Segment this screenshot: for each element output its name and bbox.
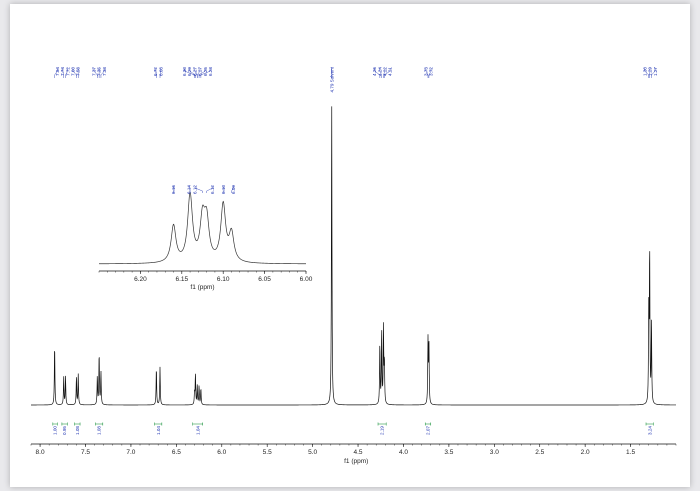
main-spectrum-line xyxy=(31,106,676,406)
peak-label: 6.30 xyxy=(182,67,187,76)
inset-peak-labels: 6.16 6.14 6.12 6.12 6.10 6.09 xyxy=(171,185,236,194)
inset-tick-label-3: 6.05 xyxy=(258,276,271,283)
peak-label: 7.58 xyxy=(76,67,81,76)
peak-label: 4.26 xyxy=(372,67,377,76)
peak-label: 6.68 xyxy=(158,67,163,76)
main-tick-label-7: 4.5 xyxy=(354,449,363,456)
main-peak-labels: 7.84 7.74 7.72 7.60 7.58 7.37 7.35 7.33 6.72 6.68… xyxy=(54,66,658,93)
inset-peak-label: 6.12 xyxy=(210,185,215,194)
peak-label: 1.29 xyxy=(648,67,653,76)
integral-value-1: 0.95 xyxy=(62,426,67,435)
inset-spectrum-line xyxy=(99,191,306,265)
integral-value-0: 1.00 xyxy=(53,426,58,435)
integral-value-6: 2.19 xyxy=(380,426,385,435)
inset-peak-label: 6.10 xyxy=(221,185,226,194)
main-tick-label-5: 5.5 xyxy=(263,449,272,456)
main-x-axis: 8.0 7.5 7.0 6.5 6.0 5.5 5.0 4.5 4.0 3.5 3.0 2.5 2.0 1… xyxy=(30,443,677,465)
peak-label-connector xyxy=(62,68,64,78)
peak-label: 6.27 xyxy=(198,67,203,76)
integral-value-8: 3.24 xyxy=(647,426,652,435)
main-tick-label-13: 1.5 xyxy=(626,449,635,456)
peak-label-connector xyxy=(159,68,161,78)
peak-label: 6.27 xyxy=(192,67,197,76)
peak-label: 3.73 xyxy=(423,67,428,76)
peak-label: 7.35 xyxy=(97,67,102,76)
peak-label: 7.60 xyxy=(71,67,76,76)
peak-label-connector xyxy=(100,68,105,78)
main-integrals: 1.00 0.95 1.08 1.08 1.04 1.04 2.19 2.07 3.24 xyxy=(52,422,654,435)
peak-label: 4.24 xyxy=(377,67,382,76)
inset-tick-label-1: 6.15 xyxy=(175,276,188,283)
inset-peak-label: 6.16 xyxy=(171,185,176,194)
main-tick-label-12: 2.0 xyxy=(581,449,590,456)
inset-peak-label-connector xyxy=(231,186,234,193)
inset-tick-label-0: 6.20 xyxy=(134,276,147,283)
integral-value-2: 1.08 xyxy=(75,426,80,435)
main-axis-title: f1 (ppm) xyxy=(344,458,368,465)
inset-tick-label-2: 6.10 xyxy=(217,276,230,283)
peak-label: 6.29 xyxy=(187,67,192,76)
inset-tick-label-4: 6.00 xyxy=(300,276,313,283)
inset-axis-title: f1 (ppm) xyxy=(190,284,214,291)
peak-label: 6.23 xyxy=(208,67,213,76)
main-tick-label-9: 3.5 xyxy=(444,449,453,456)
peak-label-connector xyxy=(374,68,381,78)
peak-label: 7.84 xyxy=(55,67,60,76)
peak-label-connector xyxy=(198,68,206,78)
peak-label-connector xyxy=(651,68,656,78)
peak-label: 7.72 xyxy=(65,67,70,76)
peak-label: 6.25 xyxy=(203,67,208,76)
peak-label-connector xyxy=(184,68,195,78)
peak-label-connector xyxy=(189,68,196,78)
peak-label: 6.72 xyxy=(153,67,158,76)
spectrum-page: 8.0 7.5 7.0 6.5 6.0 5.5 5.0 4.5 4.0 3.5 3.0 2.5 2.0 1… xyxy=(10,4,690,487)
main-spectrum-trace xyxy=(31,106,676,406)
main-tick-label-8: 4.0 xyxy=(399,449,408,456)
inset-peak-label-connector xyxy=(194,186,203,193)
inset-peak-label: 6.12 xyxy=(193,185,198,194)
integral-value-4: 1.04 xyxy=(156,426,161,435)
main-tick-label-3: 6.5 xyxy=(172,449,181,456)
inset-spectrum-trace xyxy=(99,191,306,265)
peak-label-connector xyxy=(72,68,77,78)
inset-x-axis: 6.20 6.15 6.10 6.05 6.00 f1 (ppm) xyxy=(98,270,313,291)
main-tick-label-4: 6.0 xyxy=(217,449,226,456)
peak-label: 1.30 xyxy=(642,67,647,76)
main-tick-label-10: 3.0 xyxy=(490,449,499,456)
inset-peak-label: 6.09 xyxy=(231,185,236,194)
peak-label-connector xyxy=(155,68,157,78)
peak-label: 7.37 xyxy=(92,67,97,76)
integral-value-5: 1.04 xyxy=(195,426,200,435)
peak-label: 4.22 xyxy=(383,67,388,76)
main-tick-label-0: 8.0 xyxy=(36,449,45,456)
peak-label: 3.72 xyxy=(429,67,434,76)
peak-label-connector xyxy=(428,68,432,78)
inset-peak-label-connector xyxy=(206,186,213,193)
integral-value-3: 1.08 xyxy=(97,426,102,435)
main-tick-label-6: 5.0 xyxy=(308,449,317,456)
peak-label: 7.74 xyxy=(60,67,65,76)
peak-label: 4.21 xyxy=(388,67,393,76)
integral-value-7: 2.07 xyxy=(426,426,431,435)
peak-label: 1.27 xyxy=(653,67,658,76)
peak-label-connector xyxy=(197,68,201,78)
inset-peak-label: 6.14 xyxy=(187,185,192,194)
peak-label: 4.79 Solvent xyxy=(329,66,334,92)
peak-label-connector xyxy=(384,68,391,78)
main-tick-label-2: 7.0 xyxy=(126,449,135,456)
inset-peak-label-connector xyxy=(188,186,191,193)
peak-label-connector xyxy=(383,68,386,78)
main-tick-label-11: 2.5 xyxy=(535,449,544,456)
main-tick-label-1: 7.5 xyxy=(81,449,90,456)
peak-label-connector xyxy=(425,68,429,78)
peak-label-connector xyxy=(379,68,382,78)
peak-label-connector xyxy=(54,68,58,78)
peak-label-connector xyxy=(65,68,68,78)
peak-label-connector xyxy=(200,68,211,78)
peak-label-connector xyxy=(93,68,98,78)
peak-label: 7.33 xyxy=(102,67,107,76)
nmr-spectrum: 8.0 7.5 7.0 6.5 6.0 5.5 5.0 4.5 4.0 3.5 3.0 2.5 2.0 1… xyxy=(30,66,677,465)
peak-label-connector xyxy=(644,68,649,78)
